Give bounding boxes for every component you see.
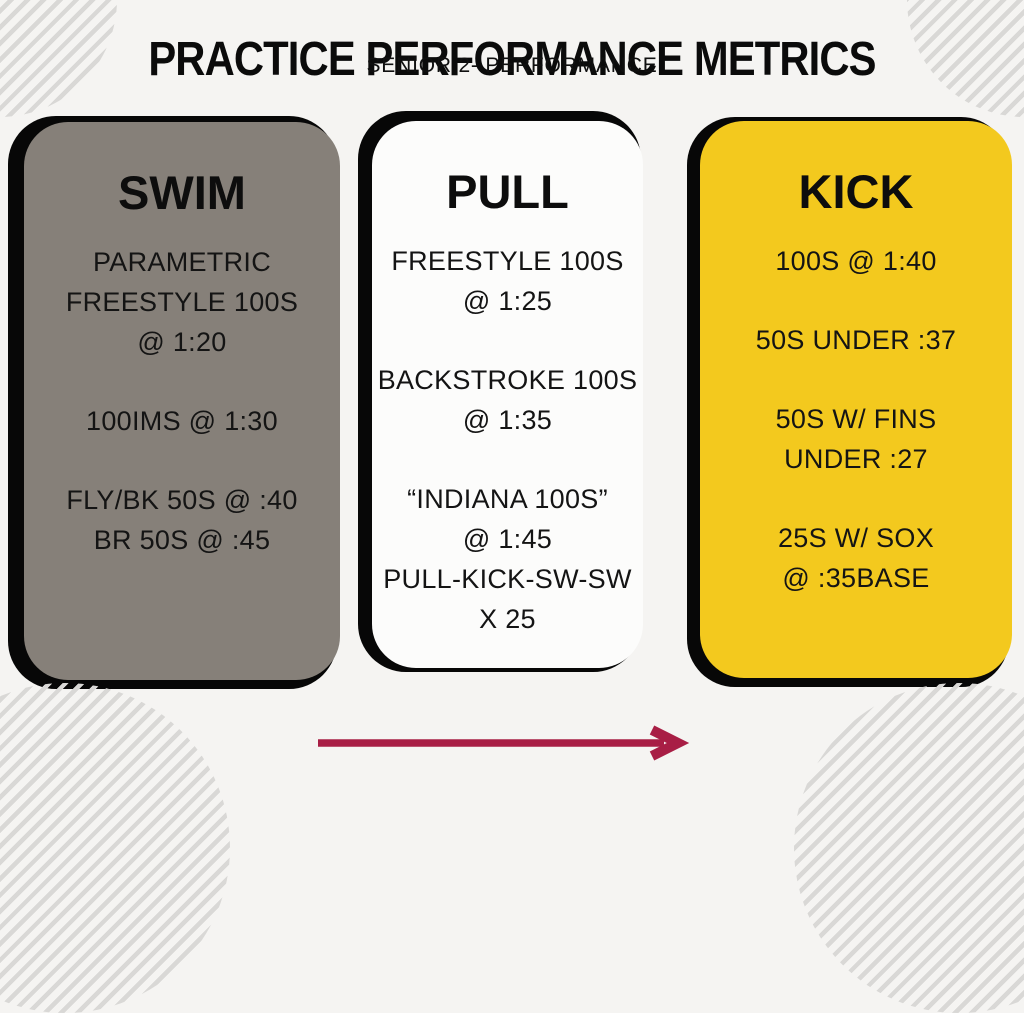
page-subtitle: SENIOR 2- PERFORMANCE (366, 54, 658, 77)
metric-line: 25S W/ SOX (777, 523, 935, 553)
metric-line: FREESTYLE 100S (65, 287, 299, 317)
metric-line: PULL-KICK-SW-SW (383, 564, 632, 594)
metric-group: 100IMS @ 1:30 (24, 401, 340, 441)
card-swim-title: SWIM (118, 166, 246, 219)
metric-line: @ 1:35 (462, 405, 553, 435)
metric-group: 100S @ 1:40 (700, 241, 1012, 281)
right-arrow-icon (318, 725, 690, 761)
metric-group: 25S W/ SOX @ :35BASE (700, 518, 1012, 598)
metric-group: PARAMETRIC FREESTYLE 100S @ 1:20 (24, 242, 340, 362)
card-pull: PULL FREESTYLE 100S @ 1:25 BACKSTROKE 10… (358, 111, 643, 672)
metric-group: FREESTYLE 100S @ 1:25 (372, 241, 643, 321)
metric-line: @ 1:25 (462, 286, 553, 316)
metric-group: “INDIANA 100S” @ 1:45 PULL-KICK-SW-SW X … (372, 479, 643, 639)
corner-stripes-bottom-left (0, 683, 230, 1013)
metric-line: 100S @ 1:40 (775, 246, 937, 276)
metric-group: 50S W/ FINS UNDER :27 (700, 399, 1012, 479)
card-pull-title: PULL (446, 165, 569, 218)
metric-line: @ 1:20 (137, 327, 227, 357)
metric-group: BACKSTROKE 100S @ 1:35 (372, 360, 643, 440)
corner-stripes-bottom-right (794, 683, 1024, 1013)
card-pull-body: FREESTYLE 100S @ 1:25 BACKSTROKE 100S @ … (372, 241, 643, 639)
card-kick: KICK 100S @ 1:40 50S UNDER :37 50S W/ FI… (687, 117, 1012, 687)
metric-line: FLY/BK 50S @ :40 (66, 485, 298, 515)
metric-line: @ :35BASE (782, 563, 930, 593)
metric-line: 50S W/ FINS (775, 404, 937, 434)
metric-line: UNDER :27 (784, 444, 928, 474)
card-kick-body: 100S @ 1:40 50S UNDER :37 50S W/ FINS UN… (700, 241, 1012, 598)
metric-group: FLY/BK 50S @ :40 BR 50S @ :45 (24, 480, 340, 560)
page-title: PRACTICE PERFORMANCE METRICS (148, 33, 876, 87)
card-swim: SWIM PARAMETRIC FREESTYLE 100S @ 1:20 10… (8, 116, 340, 689)
metric-line: @ 1:45 (462, 524, 553, 554)
metric-line: PARAMETRIC (92, 247, 271, 277)
card-swim-body: PARAMETRIC FREESTYLE 100S @ 1:20 100IMS … (24, 242, 340, 560)
metric-line: “INDIANA 100S” (407, 484, 608, 514)
metric-line: X 25 (479, 604, 536, 634)
metric-line: BACKSTROKE 100S (377, 365, 638, 395)
metric-line: 100IMS @ 1:30 (86, 406, 278, 436)
metric-group: 50S UNDER :37 (700, 320, 1012, 360)
card-kick-title: KICK (798, 165, 914, 218)
metric-line: FREESTYLE 100S (391, 246, 624, 276)
metric-line: 50S UNDER :37 (755, 325, 957, 355)
metric-line: BR 50S @ :45 (93, 525, 271, 555)
